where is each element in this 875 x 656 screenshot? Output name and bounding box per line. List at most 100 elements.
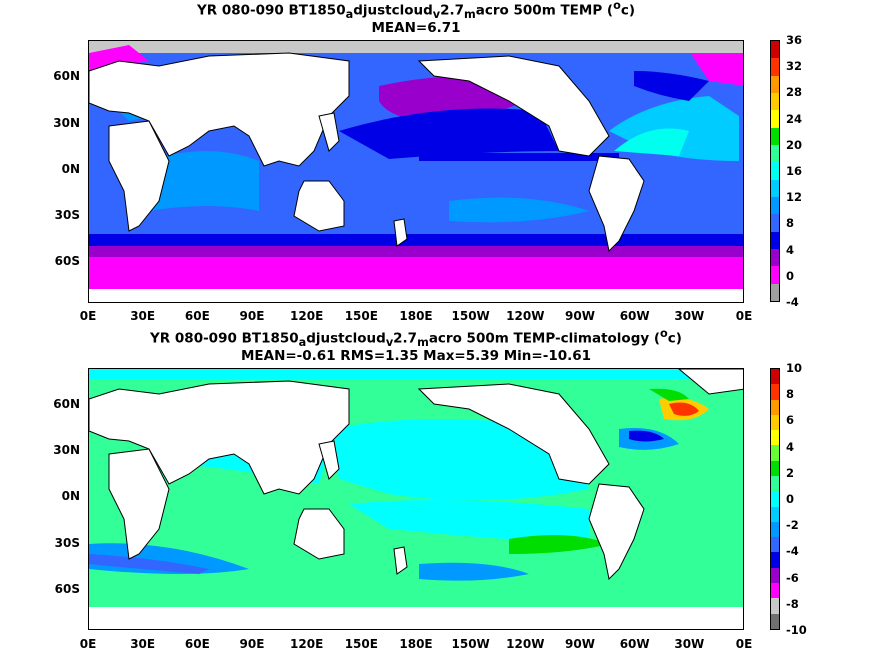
- top-lon-label: 60E: [184, 309, 210, 323]
- bottom-colorbar-label: 8: [786, 387, 795, 402]
- top-lat-label: 60S: [54, 254, 80, 268]
- top-colorbar-label: -4: [786, 295, 799, 309]
- bottom-colorbar-label: 4: [786, 439, 795, 454]
- bottom-colorbar-swatch: [771, 384, 779, 400]
- bottom-lat-label: 30S: [54, 536, 80, 550]
- top-colorbar-label: 16: [786, 164, 803, 178]
- bottom-colorbar-swatch: [771, 399, 779, 415]
- top-lon-label: 150W: [451, 309, 490, 323]
- bottom-colorbar-swatch: [771, 567, 779, 583]
- top-lon-label: 0E: [79, 309, 97, 323]
- bottom-colorbar-swatch: [771, 460, 779, 476]
- bottom-colorbar-swatch: [771, 369, 779, 385]
- bottom-colorbar-swatch: [771, 430, 779, 446]
- top-colorbar-swatch: [771, 75, 779, 93]
- top-lat-label: 0N: [61, 162, 80, 176]
- bottom-lat-label: 30N: [53, 443, 80, 457]
- top-colorbar-swatch: [771, 92, 779, 111]
- bottom-lon-label: 60W: [619, 637, 650, 651]
- bottom-lon-label: 150E: [344, 637, 378, 651]
- top-lon-label: 30E: [130, 309, 156, 323]
- top-colorbar-swatch: [771, 248, 779, 267]
- top-colorbar-swatch: [771, 231, 779, 249]
- top-colorbar-swatch: [771, 162, 779, 180]
- bottom-lon-label: 30E: [130, 637, 156, 651]
- top-lon-label: 0E: [735, 309, 753, 323]
- top-colorbar-swatch: [771, 283, 779, 301]
- bottom-lon-label: 90W: [565, 637, 595, 651]
- top-colorbar-label: 12: [786, 190, 803, 205]
- bottom-colorbar-label: 2: [786, 465, 795, 480]
- bottom-map-field: [89, 369, 743, 629]
- top-lat-label: 30N: [53, 116, 80, 130]
- top-lon-label: 30W: [674, 309, 705, 323]
- bottom-lon-label: 0E: [79, 637, 97, 651]
- top-lon-label: 180E: [399, 309, 433, 323]
- top-title: YR 080-090 BT1850adjustcloudv2.7macro 50…: [196, 0, 636, 22]
- top-colorbar-label: 24: [786, 111, 803, 126]
- bottom-lon-label: 120W: [506, 637, 545, 651]
- bottom-colorbar-swatch: [771, 506, 779, 522]
- bottom-colorbar-swatch: [771, 582, 779, 599]
- bottom-colorbar-swatch: [771, 414, 779, 431]
- bottom-colorbar-swatch: [771, 537, 779, 553]
- bottom-colorbar-swatch: [771, 613, 779, 629]
- bottom-colorbar-swatch: [771, 491, 779, 507]
- bottom-colorbar: [770, 368, 780, 630]
- top-lon-label: 90E: [239, 309, 265, 323]
- top-colorbar-swatch: [771, 144, 779, 163]
- bottom-stats: MEAN=-0.61 RMS=1.35 Max=5.39 Min=-10.61: [240, 348, 592, 364]
- bottom-colorbar-label: 6: [786, 413, 795, 428]
- top-lon-label: 120W: [506, 309, 545, 323]
- bottom-colorbar-label: -8: [786, 596, 799, 611]
- bottom-colorbar-label: -4: [786, 544, 799, 559]
- top-lon-label: 90W: [565, 309, 595, 323]
- bottom-colorbar-swatch: [771, 475, 779, 492]
- top-colorbar-swatch: [771, 58, 779, 76]
- bottom-map: [88, 368, 744, 630]
- bottom-lon-label: 180E: [399, 637, 433, 651]
- top-colorbar-swatch: [771, 127, 779, 145]
- bottom-colorbar-swatch: [771, 521, 779, 538]
- bottom-colorbar-swatch: [771, 445, 779, 461]
- top-lon-label: 60W: [619, 309, 650, 323]
- top-colorbar-label: 28: [786, 85, 803, 100]
- bottom-lon-label: 0E: [735, 637, 753, 651]
- top-stats: MEAN=6.71: [371, 20, 461, 36]
- top-colorbar-swatch: [771, 266, 779, 284]
- top-colorbar-label: 20: [786, 137, 803, 152]
- bottom-colorbar-swatch: [771, 598, 779, 614]
- top-map: [88, 40, 744, 303]
- bottom-lat-label: 0N: [61, 489, 80, 503]
- bottom-lon-label: 150W: [451, 637, 490, 651]
- top-colorbar-label: 32: [786, 59, 803, 74]
- bottom-title: YR 080-090 BT1850adjustcloudv2.7macro 50…: [150, 327, 682, 350]
- top-colorbar-swatch: [771, 110, 779, 128]
- bottom-lat-label: 60N: [53, 397, 80, 411]
- bottom-colorbar-label: -10: [786, 623, 807, 637]
- top-colorbar-swatch: [771, 179, 779, 197]
- bottom-colorbar-swatch: [771, 552, 779, 568]
- top-colorbar-label: 0: [786, 268, 795, 283]
- bottom-lon-label: 90E: [239, 637, 265, 651]
- top-colorbar-label: 36: [786, 33, 803, 47]
- top-colorbar-swatch: [771, 196, 779, 215]
- top-map-field: [89, 41, 743, 302]
- top-colorbar-label: 4: [786, 242, 795, 257]
- top-colorbar-swatch: [771, 41, 779, 59]
- top-lon-label: 150E: [344, 309, 378, 323]
- bottom-colorbar-label: 0: [786, 492, 795, 506]
- top-lat-label: 60N: [53, 69, 80, 83]
- top-lon-label: 120E: [290, 309, 324, 323]
- top-colorbar-swatch: [771, 214, 779, 232]
- bottom-lon-label: 60E: [184, 637, 210, 651]
- top-colorbar-label: 8: [786, 216, 795, 231]
- bottom-lon-label: 30W: [674, 637, 705, 651]
- bottom-lat-label: 60S: [54, 582, 80, 596]
- bottom-colorbar-label: -2: [786, 518, 799, 533]
- bottom-lon-label: 120E: [290, 637, 324, 651]
- bottom-colorbar-label: 10: [786, 361, 803, 375]
- top-colorbar: [770, 40, 780, 302]
- top-lat-label: 30S: [54, 208, 80, 222]
- bottom-colorbar-label: -6: [786, 570, 799, 585]
